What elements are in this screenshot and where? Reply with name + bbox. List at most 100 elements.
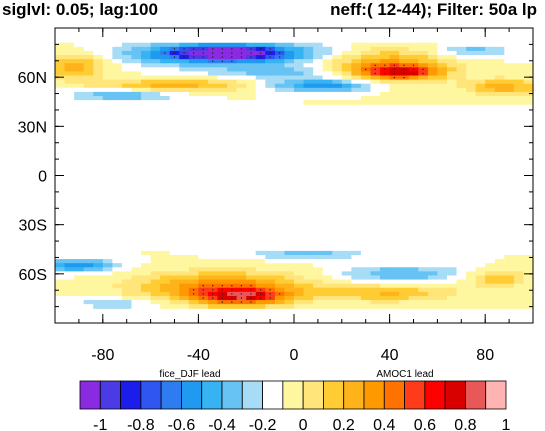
heatmap-cell [160, 46, 171, 52]
heatmap-cell [475, 287, 486, 293]
significance-dot [384, 72, 386, 75]
heatmap-cell [102, 291, 113, 297]
heatmap-cell [437, 91, 448, 97]
heatmap-cell [437, 300, 448, 305]
heatmap-cell [255, 87, 266, 93]
heatmap-cell [246, 91, 257, 97]
heatmap-cell [332, 275, 343, 281]
heatmap-cell [303, 287, 314, 293]
heatmap-cell [227, 67, 238, 73]
heatmap-cell [513, 67, 525, 73]
heatmap-cell [351, 83, 362, 89]
heatmap-cell [332, 271, 343, 277]
heatmap-cell [112, 100, 123, 105]
x-tick-label: -80 [91, 347, 114, 364]
heatmap-cell [246, 75, 257, 81]
heatmap-cell [64, 75, 75, 81]
significance-dot [250, 293, 252, 295]
heatmap-cell [160, 271, 171, 277]
heatmap-cell [466, 67, 477, 73]
heatmap-cell [102, 50, 113, 56]
heatmap-cell [341, 46, 352, 52]
heatmap-cell [74, 46, 85, 52]
heatmap-cell [303, 63, 314, 68]
heatmap-cell [265, 91, 276, 97]
heatmap-cell [294, 100, 305, 105]
heatmap-cell [179, 67, 190, 73]
heatmap-cell [313, 71, 324, 77]
heatmap-cell [198, 271, 209, 277]
heatmap-cell [408, 42, 419, 48]
heatmap-cell [294, 91, 305, 97]
heatmap-cell [131, 87, 142, 93]
significance-dot [221, 60, 223, 62]
heatmap-cell [160, 75, 171, 81]
heatmap-cell [437, 55, 448, 60]
heatmap-cell [207, 279, 219, 285]
heatmap-cell [427, 42, 438, 48]
heatmap-cell [294, 287, 305, 293]
heatmap-cell [389, 300, 400, 305]
significance-dot [231, 293, 233, 295]
heatmap-cell [523, 250, 534, 256]
heatmap-cell [399, 79, 410, 85]
heatmap-cell [284, 267, 295, 272]
heatmap-cell [408, 75, 419, 81]
heatmap-cell [360, 46, 372, 52]
heatmap-cell [494, 283, 505, 289]
heatmap-cell [284, 287, 295, 293]
heatmap-cell [64, 304, 75, 309]
heatmap-cell [380, 263, 391, 268]
heatmap-cell [150, 283, 161, 289]
colorbar: -1 -0.8 -0.6 -0.4 -0.2 0 0.2 0.4 0.6 0.8 1 [79, 380, 511, 431]
heatmap-cell [332, 87, 343, 93]
heatmap-cell [121, 295, 133, 301]
heatmap-cell [341, 83, 352, 89]
heatmap-cell [121, 250, 133, 256]
heatmap-cell [274, 96, 286, 101]
heatmap-cell [322, 63, 333, 68]
heatmap-cell [475, 254, 486, 260]
heatmap-cell [179, 267, 190, 272]
heatmap-cell [188, 75, 199, 81]
heatmap-cell [504, 50, 515, 56]
heatmap-cell [466, 50, 477, 56]
heatmap-cell [102, 59, 113, 64]
heatmap-cell [399, 271, 410, 277]
heatmap-cell [380, 96, 391, 101]
heatmap-cell [303, 254, 314, 260]
heatmap-cell [55, 267, 66, 272]
heatmap-cell [131, 300, 142, 305]
heatmap-cell [188, 96, 199, 101]
heatmap-cell [380, 55, 391, 60]
heatmap-cell [188, 275, 199, 281]
heatmap-cell [198, 254, 209, 260]
heatmap-cell [294, 55, 305, 60]
heatmap-cell [389, 279, 400, 285]
heatmap-cell [399, 267, 410, 272]
heatmap-cell [198, 83, 209, 89]
heatmap-cell [74, 79, 85, 85]
heatmap-cell [217, 304, 228, 309]
heatmap-cell [55, 67, 66, 73]
heatmap-cell [351, 100, 362, 105]
heatmap-cell [169, 267, 180, 272]
heatmap-cell [217, 100, 228, 105]
heatmap-cell [313, 79, 324, 85]
heatmap-cell [485, 83, 496, 89]
heatmap-cell [102, 263, 113, 268]
heatmap-cell [446, 96, 458, 101]
heatmap-cell [150, 263, 161, 268]
heatmap-cell [303, 96, 314, 101]
heatmap-cell [150, 91, 161, 97]
heatmap-cell [227, 271, 238, 277]
heatmap-cell [294, 291, 305, 297]
heatmap-cell [446, 87, 458, 93]
heatmap-cell [370, 283, 381, 289]
heatmap-cell [494, 267, 505, 272]
heatmap-cell [112, 304, 123, 309]
heatmap-cell [83, 267, 94, 272]
significance-dot [374, 68, 376, 71]
heatmap-cell [370, 263, 381, 268]
heatmap-cell [332, 279, 343, 285]
